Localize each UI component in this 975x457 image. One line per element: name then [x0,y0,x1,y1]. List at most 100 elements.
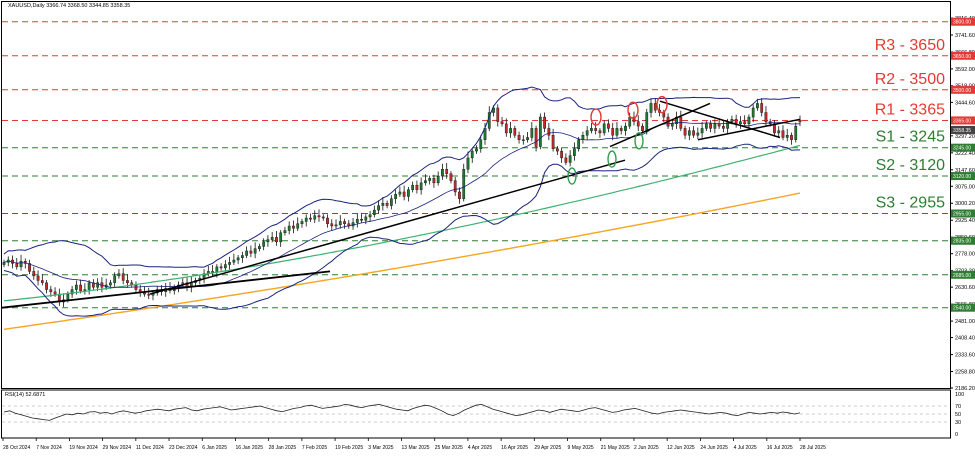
candle-body [53,291,57,295]
price-axis-label: 2925.40 [955,218,975,224]
candle-body [23,260,27,264]
candle-body [577,139,581,150]
low-marker-circle [634,132,644,150]
rsi-axis-label: 0 [955,432,958,438]
price-axis-label: 2333.60 [955,353,975,359]
candle-body [317,215,321,218]
candle-body [424,180,427,184]
candle-body [479,139,483,150]
high-marker-circle [590,108,602,126]
candle-body [96,282,100,288]
date-axis-label: 4 Apr 2025 [468,445,492,451]
candle-body [560,150,563,159]
candle-body [330,223,334,227]
price-axis-label: 2778.00 [955,252,975,258]
trendline-main [149,159,626,295]
candle-body [292,225,295,229]
candle-body [245,250,248,256]
level-axis-badge [951,236,975,245]
price-axis-label: 3741.60 [955,33,975,39]
candle-body [249,250,253,254]
level-text: S1 - 3245 [876,129,945,146]
main-pane-frame [1,1,951,389]
price-axis-label: 3222.40 [955,151,975,157]
price-axis-label: 3075.00 [955,184,975,190]
candle-body [547,128,551,136]
candle-body [504,123,508,134]
candle-body [475,148,478,152]
price-axis-label: 2481.00 [955,319,975,325]
candle-body [756,103,759,109]
candle-body [253,248,257,254]
ma-200-line [3,192,801,330]
candle-body [236,257,240,261]
candle-body [360,218,363,221]
candle-body [385,203,389,206]
candle-body [15,263,19,268]
candle-body [564,157,568,163]
candle-body [19,260,23,268]
candle-body [326,217,329,224]
date-axis-label: 24 Jun 2025 [700,445,728,451]
candle-body [581,135,585,140]
level-axis-badge [951,51,975,60]
level-axis-label: 2540.00 [953,306,971,312]
level-text: R2 - 3500 [875,71,945,88]
candle-body [543,116,546,129]
candle-body [453,180,457,193]
price-axis-label: 3297.20 [955,134,975,140]
candle-body [368,214,372,218]
candle-body [551,135,555,150]
rsi-axis-label: 70 [955,404,961,410]
candle-body [602,123,606,134]
candle-body [628,116,632,127]
date-axis-label: 25 Mar 2025 [435,445,463,451]
level-axis-label: 3120.00 [953,174,971,180]
candle-body [394,194,397,199]
price-axis-label: 3000.20 [955,201,975,207]
candle-body [785,135,789,138]
candle-body [704,123,708,129]
date-axis-label: 21 May 2025 [601,445,630,451]
date-axis-label: 23 Dec 2024 [169,445,198,451]
candle-body [402,191,406,197]
price-axis-label: 3592.00 [955,67,975,73]
level-axis-badge [951,85,975,94]
bollinger-upper [3,86,801,268]
candle-body [662,112,666,118]
price-axis-label: 2630.60 [955,285,975,291]
candle-body [611,128,615,136]
candle-body [283,230,287,234]
candle-body [300,221,304,224]
candle-body [398,191,402,195]
date-axis-label: 7 Feb 2025 [302,445,328,451]
candle-body [389,198,393,206]
candle-body [653,103,657,111]
candle-body [794,125,798,140]
ma-100-line [3,144,801,302]
bollinger-lower [3,143,801,317]
level-axis-badge [951,116,975,125]
rsi-axis-label: 50 [955,412,961,418]
date-axis-label: 7 Nov 2024 [36,445,62,451]
candle-body [683,128,687,136]
candle-body [79,284,82,291]
date-axis-label: 16 Jan 2025 [235,445,263,451]
candle-body [747,116,751,125]
candle-body [287,225,291,231]
candle-body [441,169,444,177]
candle-body [228,262,231,265]
level-axis-badge [951,17,975,26]
level-axis-badge [951,209,975,218]
candle-body [364,216,368,221]
candle-body [462,169,466,199]
candle-body [445,169,449,174]
candle-body [241,255,244,258]
price-axis-label: 2408.40 [955,336,975,342]
candle-body [607,123,610,129]
price-axis-label: 2258.80 [955,370,975,376]
level-text: R3 - 3650 [875,37,945,54]
high-marker-circle [656,95,668,114]
candle-body [696,132,700,136]
